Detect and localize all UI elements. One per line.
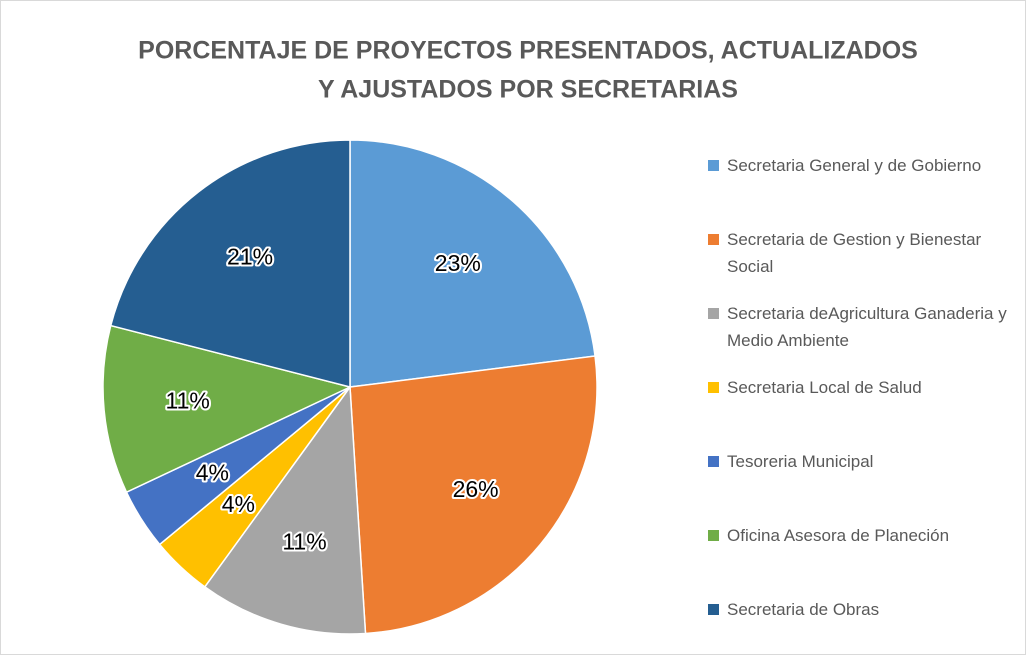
legend-entry: Secretaria deAgricultura Ganaderia y Med…	[708, 300, 1018, 354]
legend-entry: Secretaria de Gestion y Bienestar Social	[708, 226, 1018, 280]
data-label: 23%	[435, 250, 481, 276]
legend-swatch	[708, 382, 719, 393]
legend-label: Oficina Asesora de Planeción	[727, 526, 950, 545]
legend-entry: Tesoreria Municipal	[708, 448, 1018, 475]
legend-label: Secretaria General y de Gobierno	[727, 156, 982, 175]
legend-label: Secretaria Local de Salud	[727, 378, 922, 397]
legend-swatch	[708, 234, 719, 245]
data-label: 21%	[227, 243, 273, 269]
pie-slice	[349, 139, 596, 388]
data-label: 11%	[282, 529, 326, 555]
chart-title: Y AJUSTADOS POR SECRETARIAS	[318, 76, 738, 104]
legend-label: Tesoreria Municipal	[727, 452, 874, 471]
chart-title: PORCENTAJE DE PROYECTOS PRESENTADOS, ACT…	[138, 37, 918, 65]
pie-slice	[109, 139, 351, 388]
legend-swatch	[708, 456, 719, 467]
data-label: 4%	[222, 491, 255, 517]
pie-slice	[203, 384, 367, 635]
legend-label: Secretaria deAgricultura Ganaderia y Med…	[727, 304, 1007, 350]
legend-entry: Secretaria General y de Gobierno	[708, 152, 1018, 179]
data-label: 26%	[453, 476, 499, 502]
legend-entry: Oficina Asesora de Planeción	[708, 522, 1018, 549]
pie-slice	[102, 324, 353, 494]
pie-slice	[349, 355, 598, 635]
legend-swatch	[708, 604, 719, 615]
legend-swatch	[708, 530, 719, 541]
legend-label: Secretaria de Obras	[727, 600, 880, 619]
data-label: 11%	[166, 387, 210, 413]
legend-label: Secretaria de Gestion y Bienestar Social	[727, 230, 982, 276]
legend-entry: Secretaria Local de Salud	[708, 374, 1018, 401]
legend-swatch	[708, 160, 719, 171]
legend-entry: Secretaria de Obras	[708, 596, 1018, 623]
data-label: 4%	[196, 459, 229, 485]
legend-swatch	[708, 308, 719, 319]
